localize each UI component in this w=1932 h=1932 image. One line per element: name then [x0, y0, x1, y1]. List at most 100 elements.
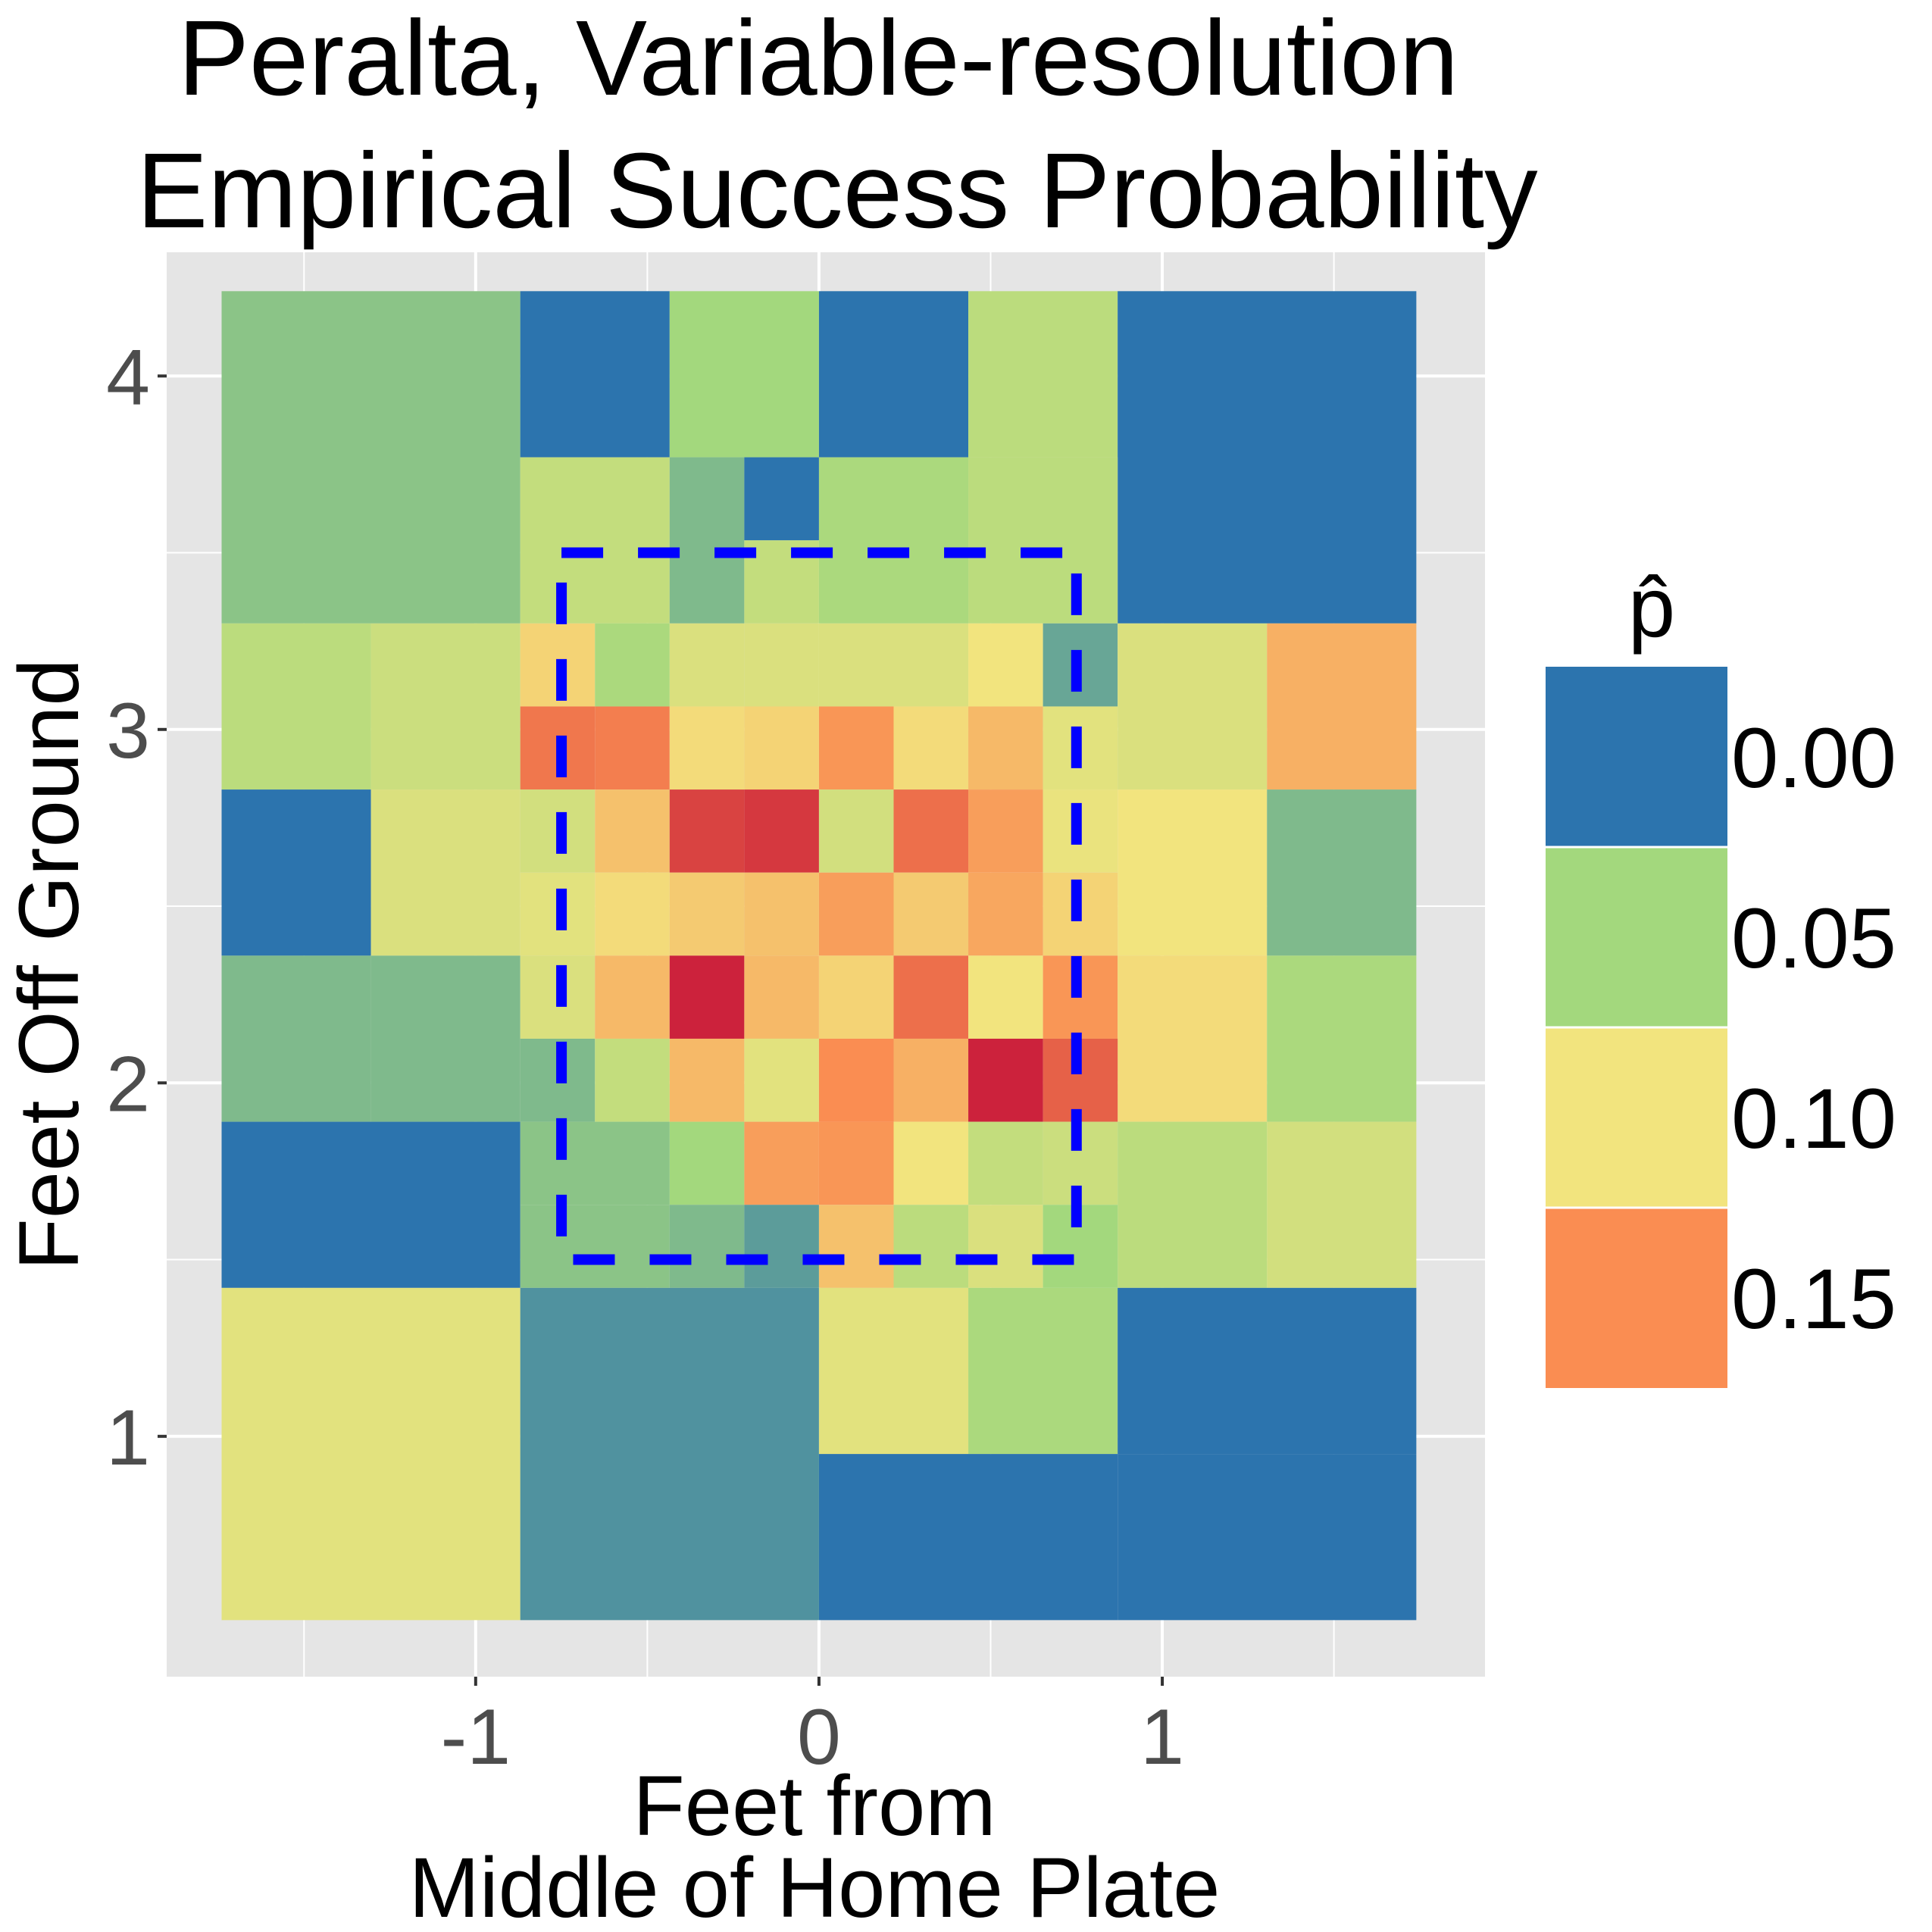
heatmap-cell	[370, 789, 521, 956]
heatmap-cell	[968, 789, 1043, 873]
heatmap-cell	[893, 706, 969, 790]
heatmap-cell	[669, 1205, 745, 1288]
heatmap-cell	[818, 1205, 894, 1288]
heatmap-cell	[669, 1121, 745, 1205]
heatmap-cells	[221, 291, 1417, 1621]
x-axis-title-line-2: Middle of Home Plate	[409, 1840, 1221, 1932]
heatmap-cell	[818, 1454, 1118, 1621]
heatmap-cell	[669, 623, 745, 707]
heatmap-cell	[968, 1121, 1043, 1205]
heatmap-cell	[744, 1205, 819, 1288]
heatmap-cell	[893, 1205, 969, 1288]
heatmap-cell	[221, 1287, 521, 1621]
heatmap-cell	[744, 623, 819, 707]
y-axis-title: Feet Off Ground	[2, 658, 96, 1270]
heatmap-cell	[595, 706, 670, 790]
heatmap-cell	[1118, 1454, 1417, 1621]
heatmap-cell	[818, 623, 894, 707]
strike-zone-rect	[556, 547, 1082, 1265]
heatmap-cell	[818, 872, 894, 956]
y-tick-label: 4	[106, 333, 150, 421]
heatmap-cell	[744, 955, 819, 1039]
heatmap-cell	[893, 872, 969, 956]
heatmap-cell	[669, 1038, 745, 1122]
heatmap-cell	[1118, 1287, 1417, 1455]
heatmap-cell	[744, 457, 819, 541]
heatmap-cell	[893, 789, 969, 873]
legend-key	[1546, 1027, 1727, 1208]
heatmap-cell	[893, 623, 969, 707]
heatmap-cell	[818, 789, 894, 873]
heatmap-cell	[968, 457, 1118, 624]
heatmap-cell	[744, 1121, 819, 1205]
heatmap-cell	[744, 1038, 819, 1122]
strike-zone-box	[556, 547, 1082, 1265]
heatmap-cell	[669, 955, 745, 1039]
heatmap-cell	[818, 1287, 969, 1455]
heatmap-cell	[520, 291, 670, 458]
legend-title: p̂	[1628, 560, 1675, 655]
y-tick-label: 2	[106, 1040, 150, 1128]
x-tick-label: 1	[1140, 1693, 1184, 1781]
heatmap-cell	[818, 1038, 894, 1122]
heatmap-cell	[669, 291, 819, 458]
heatmap-cell	[744, 789, 819, 873]
x-tick-label: 0	[797, 1693, 841, 1781]
heatmap-cell	[1118, 955, 1268, 1122]
legend-key	[1546, 1208, 1727, 1388]
heatmap-cell	[818, 291, 969, 458]
legend-key	[1546, 667, 1727, 847]
legend-label: 0.00	[1731, 711, 1896, 805]
chart-title-line-2: Empirical Success Probability	[136, 130, 1538, 250]
legend-key	[1546, 847, 1727, 1027]
heatmap-cell	[595, 623, 670, 707]
heatmap-cell	[1267, 623, 1417, 790]
heatmap-cell	[221, 955, 371, 1122]
heatmap-cell	[520, 1287, 819, 1621]
heatmap-cell	[1118, 1121, 1268, 1288]
heatmap-cell	[221, 789, 371, 956]
heatmap-cell	[595, 789, 670, 873]
heatmap-cell	[968, 1038, 1043, 1122]
heatmap-cell	[893, 955, 969, 1039]
x-axis-title-line-1: Feet from	[633, 1758, 996, 1853]
legend-label: 0.10	[1731, 1071, 1896, 1166]
heatmap-cell	[1118, 623, 1268, 790]
legend: p̂ 0.00 0.05 0.10 0.15	[1546, 560, 1896, 1388]
heatmap-cell	[968, 872, 1043, 956]
heatmap-cell	[1118, 291, 1417, 624]
heatmap-cell	[595, 872, 670, 956]
heatmap-cell	[221, 291, 521, 624]
heatmap-cell	[818, 457, 969, 624]
heatmap-cell	[669, 706, 745, 790]
heatmap-cell	[1118, 789, 1268, 956]
heatmap-cell	[221, 1121, 521, 1288]
heatmap-cell	[744, 706, 819, 790]
heatmap-cell	[520, 1205, 670, 1288]
heatmap-cell	[370, 623, 521, 790]
legend-label: 0.15	[1731, 1252, 1896, 1346]
heatmap-cell	[669, 789, 745, 873]
heatmap-cell	[595, 1038, 670, 1122]
heatmap-cell	[1267, 789, 1417, 956]
heatmap-cell	[818, 955, 894, 1039]
heatmap-cell	[370, 955, 521, 1122]
heatmap-cell	[744, 872, 819, 956]
heatmap-cell	[595, 955, 670, 1039]
heatmap-cell	[520, 1121, 670, 1205]
heatmap-cell	[1267, 955, 1417, 1122]
heatmap-cell	[520, 457, 670, 624]
heatmap-cell	[968, 1287, 1118, 1455]
heatmap-cell	[818, 706, 894, 790]
heatmap-cell	[968, 623, 1043, 707]
y-tick-label: 1	[106, 1394, 150, 1482]
legend-label: 0.05	[1731, 891, 1896, 986]
heatmap-cell	[818, 1121, 894, 1205]
heatmap-cell	[968, 1205, 1043, 1288]
heatmap-cell	[893, 1121, 969, 1205]
heatmap-cell	[669, 457, 745, 624]
axis-ticks: -1 0 1 1 2 3 4	[106, 333, 1184, 1781]
heatmap-cell	[221, 623, 371, 790]
y-tick-label: 3	[106, 687, 150, 775]
